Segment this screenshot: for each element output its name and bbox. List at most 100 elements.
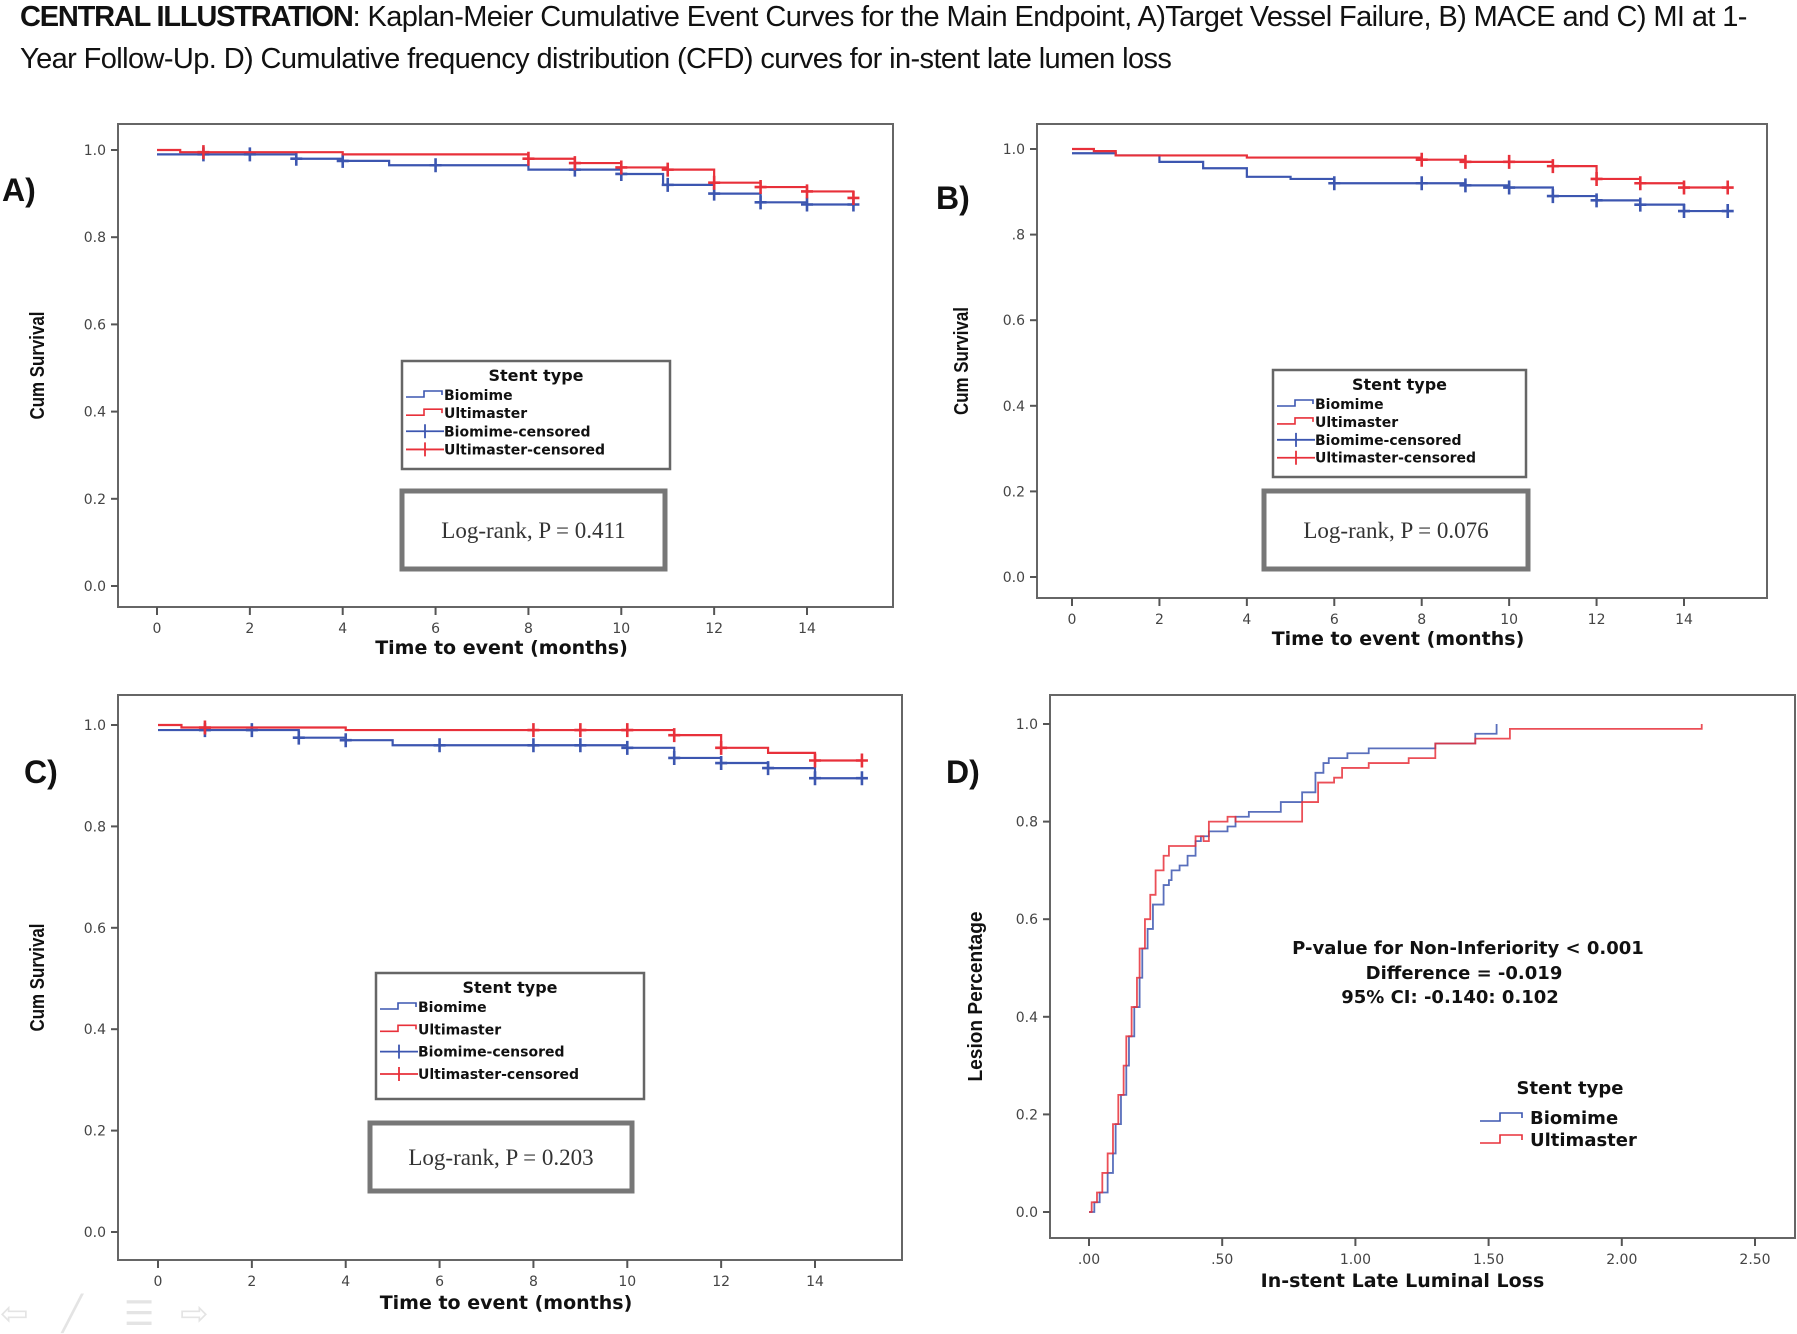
censor-mark-ultimaster [197,145,210,160]
censor-mark-ultimaster [527,723,540,738]
legend-title: Stent type [462,978,557,997]
legend-title: Stent type [1352,375,1447,394]
censor-mark-biomime [245,723,258,738]
biomime-censored-swatch [1277,432,1315,447]
x-tick-label: .00 [1078,1252,1100,1268]
x-tick-label: 4 [341,1274,350,1290]
censor-mark-ultimaster [1415,152,1428,167]
legend-box [400,359,672,471]
x-tick-label: 0 [154,1274,163,1290]
ultimaster-line-swatch [1277,417,1314,425]
menu-icon[interactable]: ☰ [124,1294,155,1334]
legend-entry: Biomime-censored [444,424,591,440]
x-axis-title: Time to event (months) [375,637,628,659]
y-tick-label: 0.2 [1016,1107,1038,1123]
cfd-curve-biomime [1089,724,1498,1213]
x-tick-label: 10 [612,621,630,637]
legend-entry: Biomime [444,388,513,404]
noninferiority-pvalue: P-value for Non-Inferiority < 0.001 [1292,938,1644,959]
pen-icon[interactable]: ╱ [62,1294,83,1334]
censor-mark-ultimaster [661,162,674,177]
y-tick-label: 0.0 [1016,1205,1038,1221]
y-axis-title: Cum Survival [951,307,973,415]
censor-mark-biomime [1634,197,1647,212]
censor-mark-ultimaster [1546,159,1559,174]
ultimaster-censored-swatch [406,442,444,457]
y-tick-label: 0.2 [1003,484,1025,500]
censor-mark-ultimaster [668,728,681,743]
legend-entry: Ultimaster [1530,1130,1637,1151]
x-tick-label: 6 [1330,612,1339,628]
x-tick-label: 0 [153,621,162,637]
ultimaster-line-swatch [380,1024,417,1033]
x-tick-label: 2.50 [1739,1252,1770,1268]
y-tick-label: 0.2 [84,492,106,508]
censor-mark-ultimaster [574,723,587,738]
legend-entry: Biomime [1530,1108,1618,1129]
censor-mark-biomime [1503,180,1516,195]
arrow-right-icon[interactable]: ⇨ [180,1294,209,1334]
censor-mark-ultimaster [1721,180,1734,195]
p-value-box [1261,488,1531,572]
ultimaster-line-swatch [406,408,443,416]
censor-mark-biomime [661,177,674,192]
censor-mark-biomime [433,738,446,753]
censor-mark-ultimaster [1678,180,1690,195]
censor-mark-biomime [715,756,728,771]
censor-mark-biomime [1678,204,1690,219]
y-tick-label: 0.0 [1003,570,1025,586]
censor-mark-biomime [1721,204,1734,219]
y-axis-title: Cum Survival [27,924,49,1032]
legend-entry: Ultimaster [418,1022,501,1038]
censor-mark-biomime [754,195,767,210]
panel-label-a: A) [2,172,36,208]
legend-entry: Biomime [418,1000,487,1016]
x-tick-label: 10 [1500,612,1518,628]
chart-panel-b: 0.0 0.2 0.4 0.6 .8 1.0 0 2 4 6 8 10 12 14 Time to even… [951,123,1768,650]
arrow-left-icon[interactable]: ⇦ [0,1294,29,1334]
censor-mark-biomime [339,733,352,748]
legend-entry: Ultimaster [444,406,527,422]
km-curve-biomime [158,728,862,780]
x-tick-label: 8 [524,621,533,637]
x-tick-label: 14 [798,621,816,637]
log-rank-p-value: Log-rank, P = 0.411 [441,518,625,543]
panel-label-b: B) [936,180,970,216]
censor-mark-biomime [527,738,540,753]
x-tick-label: 14 [1675,612,1693,628]
y-tick-label: .8 [1012,228,1025,244]
legend-entry: Ultimaster-censored [444,442,605,458]
log-rank-p-value: Log-rank, P = 0.203 [408,1145,593,1170]
confidence-interval: 95% CI: -0.140: 0.102 [1341,987,1559,1008]
x-tick-label: 0 [1068,612,1077,628]
y-tick-label: 0.8 [84,230,106,246]
legend-entry: Biomime [1315,397,1384,413]
x-tick-label: 1.00 [1340,1252,1371,1268]
legend-entry: Ultimaster-censored [1315,451,1476,467]
legend-entry: Ultimaster [1315,415,1398,431]
censor-mark-biomime [243,147,256,162]
figure-caption: CENTRAL ILLUSTRATION: Kaplan-Meier Cumul… [20,0,1790,80]
censor-mark-biomime [621,740,634,755]
censor-mark-ultimaster [198,720,211,735]
y-tick-label: 0.4 [1003,399,1025,415]
panel-label-d: D) [946,754,980,790]
legend-box [1271,368,1528,479]
censor-mark-ultimaster [708,175,721,190]
caption-text: : Kaplan-Meier Cumulative Event Curves f… [20,1,1747,75]
censor-mark-ultimaster [1634,176,1647,191]
x-tick-label: 12 [705,621,723,637]
y-tick-label: 0.8 [84,819,106,835]
y-tick-label: 0.4 [1016,1010,1038,1026]
censor-mark-ultimaster [522,151,535,166]
censor-mark-biomime [1590,193,1603,208]
censor-mark-biomime [429,158,442,173]
censor-mark-ultimaster [621,723,634,738]
y-tick-label: 0.8 [1016,815,1038,831]
km-curve-biomime [1072,152,1728,213]
censor-mark-ultimaster [801,184,813,199]
x-tick-label: 6 [435,1274,444,1290]
legend: Stent type Biomime Ultimaster Biomime-censo… [374,971,646,1101]
